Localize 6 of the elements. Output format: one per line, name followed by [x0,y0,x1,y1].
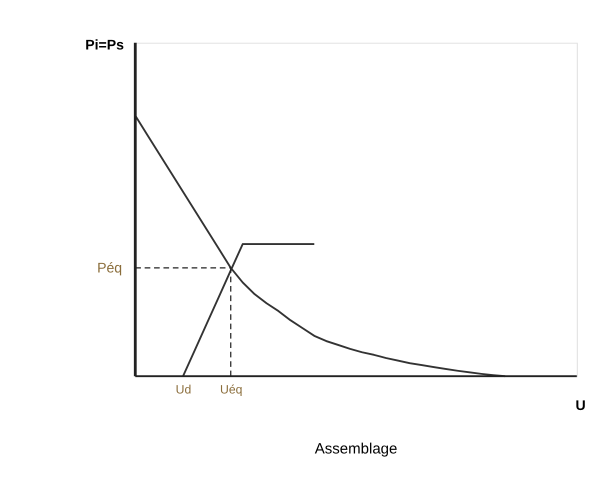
x-tick-label: Ud [176,382,192,397]
y-axis-title: Pi=Ps [85,36,124,52]
x-axis-title: U [575,397,586,414]
text: Assemblage [314,440,398,458]
ref-line-label: Péq [97,260,122,276]
x-tick-label: Uéq [220,382,242,397]
